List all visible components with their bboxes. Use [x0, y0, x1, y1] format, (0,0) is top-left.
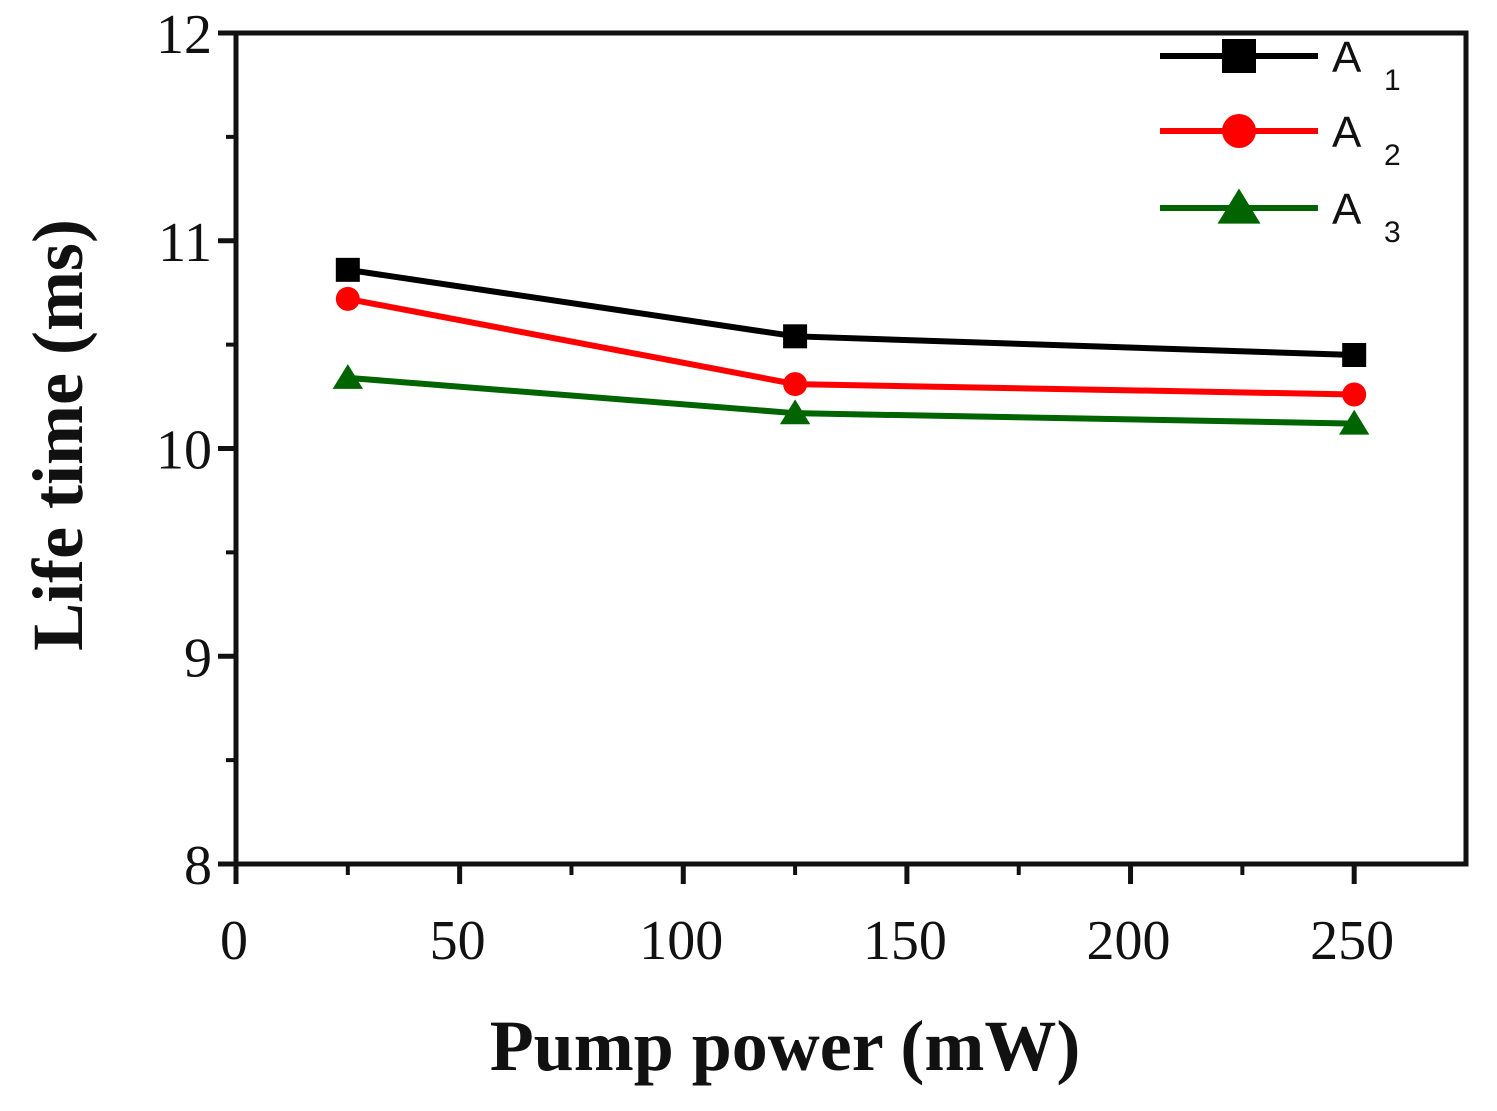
x-tick-label: 250 [1310, 910, 1394, 972]
y-axis-title: Life time (ms) [18, 219, 98, 651]
x-tick-label: 200 [1087, 910, 1171, 972]
y-tick-label: 9 [184, 627, 212, 689]
series-line [347, 266, 1355, 359]
series-A2 [335, 286, 1367, 407]
y-tick-label: 11 [158, 212, 212, 274]
data-point-square [335, 257, 360, 282]
x-axis-title: Pump power (mW) [490, 1006, 1081, 1086]
data-point-triangle [332, 364, 363, 389]
x-tick-label: 100 [639, 910, 723, 972]
data-point-circle [1222, 114, 1256, 148]
data-point-square [1342, 343, 1367, 368]
x-tick-label: 150 [863, 910, 947, 972]
data-point-triangle [1217, 188, 1261, 224]
data-point-circle [783, 372, 808, 397]
legend-label: A [1332, 108, 1362, 157]
y-tick-label: 12 [156, 4, 212, 66]
data-point-square [783, 324, 808, 349]
data-point-circle [1342, 382, 1367, 407]
plot-frame [233, 30, 1469, 867]
y-tick-label: 10 [156, 420, 212, 482]
x-tick-label: 0 [220, 910, 248, 972]
y-tick-label: 8 [184, 835, 212, 897]
data-point-triangle [1339, 409, 1370, 435]
series-line [347, 295, 1355, 398]
data-point-circle [335, 286, 360, 311]
series-A1 [335, 257, 1367, 368]
data-point-square [1222, 39, 1256, 73]
series-A3 [332, 364, 1370, 435]
x-tick-label: 50 [430, 910, 486, 972]
series-group [332, 257, 1370, 435]
legend-label-subscript: 1 [1384, 64, 1401, 97]
legend-label: A [1332, 185, 1362, 234]
legend-label-subscript: 3 [1384, 216, 1401, 249]
legend-label: A [1332, 33, 1362, 82]
data-point-triangle [779, 399, 811, 425]
legend: A 1A 2A 3 [1160, 33, 1401, 249]
legend-label-subscript: 2 [1384, 139, 1401, 172]
